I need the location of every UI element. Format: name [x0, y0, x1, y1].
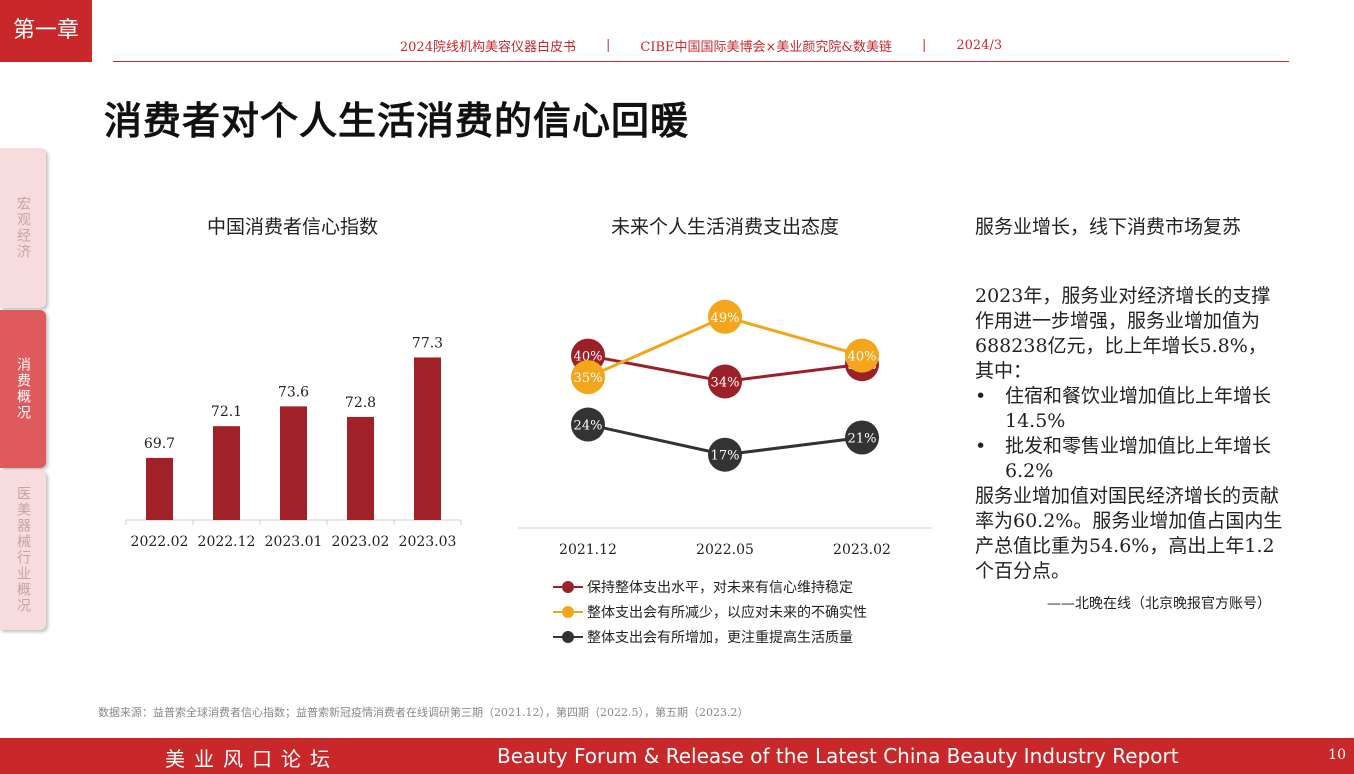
header-bar: 2024院线机构美容仪器白皮书 | CIBE中国国际美博会×美业颜究院&数美链 … — [113, 30, 1289, 62]
series-point — [845, 338, 879, 373]
bullet-text: 住宿和餐饮业增加值比上年增长14.5% — [1005, 385, 1272, 432]
header-report-title: 2024院线机构美容仪器白皮书 — [399, 40, 576, 55]
footer: 美业风口论坛 Beauty Forum & Release of the Lat… — [0, 738, 1354, 774]
header-date: 2024/3 — [956, 38, 1003, 53]
bar-value-label: 69.7 — [144, 436, 175, 452]
legend-swatch-reduce — [553, 605, 583, 619]
service-panel-quote: ——北晚在线（北京晚报官方账号） — [1047, 596, 1271, 612]
point-value-label: 35% — [574, 371, 603, 386]
bullet-dot: • — [975, 435, 987, 457]
bar-value-label: 77.3 — [412, 335, 443, 351]
point-value-label: 24% — [574, 419, 603, 434]
service-panel-bullet: • 住宿和餐饮业增加值比上年增长14.5% — [975, 384, 1285, 434]
legend-label: 保持整体支出水平，对未来有信心维持稳定 — [587, 579, 853, 596]
x-tick-label: 2022.12 — [198, 534, 256, 550]
side-nav-item-label: 宏观经济 — [15, 196, 31, 260]
bar-value-label: 72.8 — [345, 395, 376, 411]
point-value-label: 40% — [848, 350, 877, 365]
bar — [347, 416, 374, 520]
legend-swatch-keep — [553, 580, 583, 594]
bar — [213, 426, 240, 520]
chapter-tab: 第一章 — [0, 0, 92, 62]
point-value-label: 49% — [711, 311, 740, 326]
point-value-label: 34% — [711, 375, 740, 390]
bar — [280, 406, 307, 520]
bar-value-label: 73.6 — [278, 384, 309, 400]
bar-chart-title: 中国消费者信心指数 — [206, 216, 378, 238]
series-point — [845, 420, 879, 455]
side-nav-item-consumption[interactable]: 消费概况 — [0, 310, 46, 468]
footer-forum-name: 美业风口论坛 — [165, 747, 339, 771]
bar — [414, 357, 441, 520]
service-panel-title: 服务业增长，线下消费市场复苏 — [975, 216, 1242, 238]
service-panel-paragraph: 服务业增加值对国民经济增长的贡献率为60.2%。服务业增加值占国内生产总值比重为… — [975, 485, 1283, 582]
line-chart-title: 未来个人生活消费支出态度 — [610, 216, 839, 238]
point-value-label: 17% — [711, 449, 740, 464]
x-tick-label: 2023.03 — [399, 534, 457, 550]
series-point — [571, 407, 605, 442]
series-point — [571, 360, 605, 395]
service-industry-panel: 服务业增长，线下消费市场复苏 2023年，服务业对经济增长的支撑作用进一步增强，… — [975, 215, 1285, 617]
x-tick-label: 2023.02 — [332, 534, 390, 550]
legend-item-increase: 整体支出会有所增加，更注重提高生活质量 — [553, 624, 867, 649]
side-nav-item-medical-device[interactable]: 医美器械行业概况 — [0, 470, 46, 630]
legend-label: 整体支出会有所减少，以应对未来的不确实性 — [587, 604, 867, 621]
legend-item-reduce: 整体支出会有所减少，以应对未来的不确实性 — [553, 599, 867, 624]
series-point — [708, 437, 742, 472]
point-value-label: 40% — [574, 350, 603, 365]
legend-label: 整体支出会有所增加，更注重提高生活质量 — [587, 629, 853, 646]
side-nav-item-label: 医美器械行业概况 — [15, 486, 31, 614]
bar-chart: 69.7 2022.02 72.1 2022.12 73.6 2023.01 72.8 202… — [125, 335, 462, 550]
legend-swatch-increase — [553, 630, 583, 644]
x-tick-label: 2021.12 — [559, 542, 617, 558]
page-number: 10 — [1328, 747, 1346, 763]
x-tick-label: 2023.02 — [833, 542, 891, 558]
service-panel-paragraph: 2023年，服务业对经济增长的支撑作用进一步增强，服务业增加值为688238亿元… — [975, 285, 1271, 382]
bullet-text: 批发和零售业增加值比上年增长6.2% — [1005, 435, 1272, 482]
footer-subtitle: Beauty Forum & Release of the Latest Chi… — [497, 744, 1179, 768]
header-separator: | — [605, 38, 611, 53]
point-value-label: 21% — [848, 431, 877, 446]
header-organizers: CIBE中国国际美博会×美业颜究院&数美链 — [640, 40, 892, 55]
service-panel-bullet: • 批发和零售业增加值比上年增长6.2% — [975, 434, 1285, 484]
x-tick-label: 2022.05 — [696, 542, 754, 558]
header-separator: | — [921, 38, 927, 53]
bar-value-label: 72.1 — [211, 404, 242, 420]
x-tick-label: 2022.02 — [131, 534, 189, 550]
side-nav-item-macro-economy[interactable]: 宏观经济 — [0, 148, 46, 308]
side-nav-item-label: 消费概况 — [15, 357, 31, 421]
x-tick-label: 2023.01 — [265, 534, 323, 550]
series-point — [708, 364, 742, 399]
source-note: 数据来源：益普索全球消费者信心指数；益普索新冠疫情消费者在线调研第三期（2021… — [98, 706, 749, 719]
series-point — [708, 299, 742, 334]
legend-item-keep: 保持整体支出水平，对未来有信心维持稳定 — [553, 574, 867, 599]
page-title: 消费者对个人生活消费的信心回暖 — [104, 98, 690, 143]
line-chart-legend: 保持整体支出水平，对未来有信心维持稳定 整体支出会有所减少，以应对未来的不确实性… — [553, 574, 867, 649]
line-chart: 2021.122022.052023.0224%17%21%40%34%38%3… — [518, 299, 932, 558]
bar — [146, 457, 173, 520]
bullet-dot: • — [975, 385, 987, 407]
